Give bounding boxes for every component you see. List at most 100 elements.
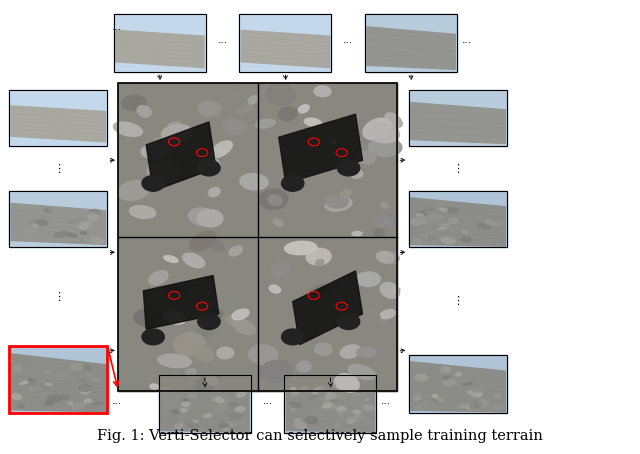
Ellipse shape	[365, 399, 369, 400]
Ellipse shape	[305, 417, 317, 424]
Ellipse shape	[477, 400, 489, 406]
Ellipse shape	[83, 239, 89, 242]
Ellipse shape	[465, 382, 471, 385]
Ellipse shape	[433, 399, 439, 401]
Ellipse shape	[141, 143, 170, 158]
Ellipse shape	[348, 306, 380, 329]
Polygon shape	[411, 103, 505, 143]
Ellipse shape	[369, 138, 402, 157]
Ellipse shape	[422, 234, 428, 237]
Ellipse shape	[297, 361, 311, 372]
Ellipse shape	[331, 373, 355, 387]
Ellipse shape	[91, 378, 99, 382]
Ellipse shape	[485, 220, 495, 225]
Ellipse shape	[387, 287, 400, 293]
Ellipse shape	[314, 86, 331, 97]
Polygon shape	[241, 30, 330, 68]
Ellipse shape	[93, 401, 104, 406]
Bar	[118, 237, 258, 391]
Ellipse shape	[229, 403, 237, 406]
Ellipse shape	[94, 232, 100, 234]
Ellipse shape	[211, 396, 220, 399]
Text: ···: ···	[343, 38, 353, 48]
Ellipse shape	[350, 169, 363, 178]
Text: ···: ···	[112, 399, 122, 409]
Ellipse shape	[81, 238, 86, 242]
Ellipse shape	[79, 380, 86, 382]
Ellipse shape	[349, 415, 363, 419]
Ellipse shape	[149, 271, 168, 285]
Ellipse shape	[12, 218, 21, 221]
Ellipse shape	[376, 252, 394, 263]
Ellipse shape	[495, 394, 502, 398]
Ellipse shape	[241, 311, 254, 320]
Ellipse shape	[319, 398, 329, 403]
Ellipse shape	[322, 403, 332, 408]
Polygon shape	[146, 122, 216, 191]
Ellipse shape	[84, 399, 92, 403]
Circle shape	[282, 329, 304, 345]
Ellipse shape	[193, 326, 214, 340]
Bar	[365, 14, 457, 72]
Bar	[365, 14, 457, 72]
Ellipse shape	[173, 333, 205, 356]
Ellipse shape	[239, 422, 244, 424]
Ellipse shape	[314, 386, 326, 391]
Ellipse shape	[206, 106, 216, 112]
Ellipse shape	[259, 189, 288, 210]
Ellipse shape	[137, 106, 151, 117]
Bar	[159, 375, 251, 433]
Ellipse shape	[335, 400, 342, 404]
Ellipse shape	[357, 151, 376, 164]
Ellipse shape	[182, 399, 188, 401]
Ellipse shape	[45, 401, 54, 405]
Bar	[409, 90, 507, 146]
Bar	[239, 14, 332, 72]
Bar	[284, 375, 376, 433]
Ellipse shape	[305, 151, 315, 159]
Ellipse shape	[312, 389, 321, 394]
Ellipse shape	[437, 202, 445, 205]
Ellipse shape	[376, 320, 387, 325]
Ellipse shape	[441, 367, 451, 372]
Polygon shape	[116, 30, 204, 68]
Ellipse shape	[472, 387, 482, 392]
Ellipse shape	[441, 237, 455, 244]
Ellipse shape	[204, 414, 212, 418]
Ellipse shape	[188, 394, 197, 397]
Ellipse shape	[48, 207, 54, 210]
Bar	[118, 84, 258, 237]
Bar	[365, 14, 457, 72]
Ellipse shape	[227, 315, 241, 326]
Ellipse shape	[185, 345, 212, 363]
Ellipse shape	[273, 219, 283, 226]
Ellipse shape	[431, 231, 437, 234]
Ellipse shape	[163, 400, 168, 403]
Ellipse shape	[227, 423, 237, 426]
Ellipse shape	[472, 391, 482, 397]
Ellipse shape	[175, 424, 183, 429]
Polygon shape	[286, 382, 374, 432]
Circle shape	[337, 314, 360, 330]
Ellipse shape	[248, 95, 258, 104]
Ellipse shape	[45, 383, 52, 385]
Ellipse shape	[298, 105, 309, 113]
Ellipse shape	[201, 424, 211, 428]
Bar	[284, 375, 376, 433]
Ellipse shape	[186, 369, 196, 375]
Ellipse shape	[311, 399, 323, 406]
Ellipse shape	[330, 139, 336, 144]
Ellipse shape	[31, 224, 38, 228]
Ellipse shape	[125, 293, 142, 304]
Ellipse shape	[27, 229, 36, 233]
Ellipse shape	[161, 125, 193, 142]
Ellipse shape	[85, 372, 93, 376]
Ellipse shape	[449, 370, 457, 373]
Circle shape	[337, 160, 360, 176]
Ellipse shape	[326, 393, 337, 399]
Ellipse shape	[422, 207, 434, 211]
Ellipse shape	[292, 157, 301, 163]
Text: ···: ···	[262, 399, 273, 409]
Polygon shape	[292, 271, 362, 345]
Ellipse shape	[129, 206, 156, 218]
